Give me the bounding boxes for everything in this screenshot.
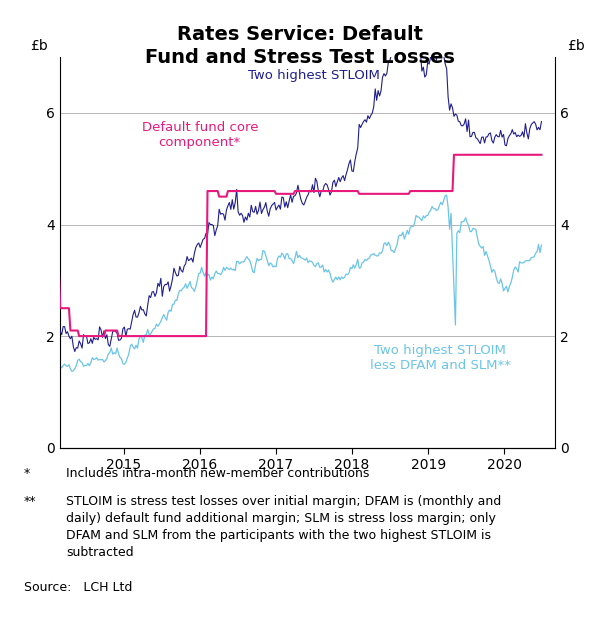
Text: Rates Service: Default
Fund and Stress Test Losses: Rates Service: Default Fund and Stress T…	[145, 25, 455, 67]
Text: Two highest STLOIM
less DFAM and SLM**: Two highest STLOIM less DFAM and SLM**	[370, 344, 511, 372]
Text: £b: £b	[30, 39, 48, 53]
Text: £b: £b	[567, 39, 585, 53]
Text: Source:   LCH Ltd: Source: LCH Ltd	[24, 581, 133, 594]
Text: STLOIM is stress test losses over initial margin; DFAM is (monthly and
daily) de: STLOIM is stress test losses over initia…	[66, 495, 501, 559]
Text: **: **	[24, 495, 37, 508]
Text: Includes intra-month new-member contributions: Includes intra-month new-member contribu…	[66, 467, 370, 479]
Text: Two highest STLOIM: Two highest STLOIM	[248, 69, 380, 83]
Text: Default fund core
component*: Default fund core component*	[142, 121, 258, 149]
Text: *: *	[24, 467, 30, 479]
